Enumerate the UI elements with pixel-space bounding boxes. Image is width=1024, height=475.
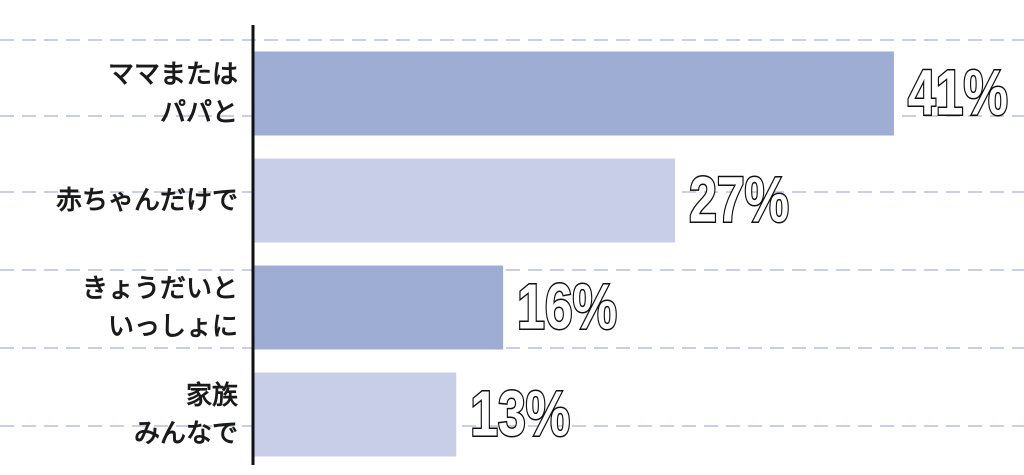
value-label: 13% bbox=[470, 379, 570, 450]
bar bbox=[253, 158, 676, 243]
value-label: 16% bbox=[517, 272, 617, 343]
value-label: 41% bbox=[908, 58, 1008, 129]
category-label: ママまたは パパと bbox=[107, 59, 238, 128]
category-label: 家族 みんなで bbox=[133, 380, 238, 449]
value-label: 27% bbox=[689, 165, 789, 236]
bar bbox=[253, 265, 504, 350]
category-label: きょうだいと いっしょに bbox=[81, 273, 238, 342]
category-label: 赤ちゃんだけで bbox=[55, 185, 238, 216]
bar bbox=[253, 51, 894, 136]
bar bbox=[253, 372, 457, 457]
